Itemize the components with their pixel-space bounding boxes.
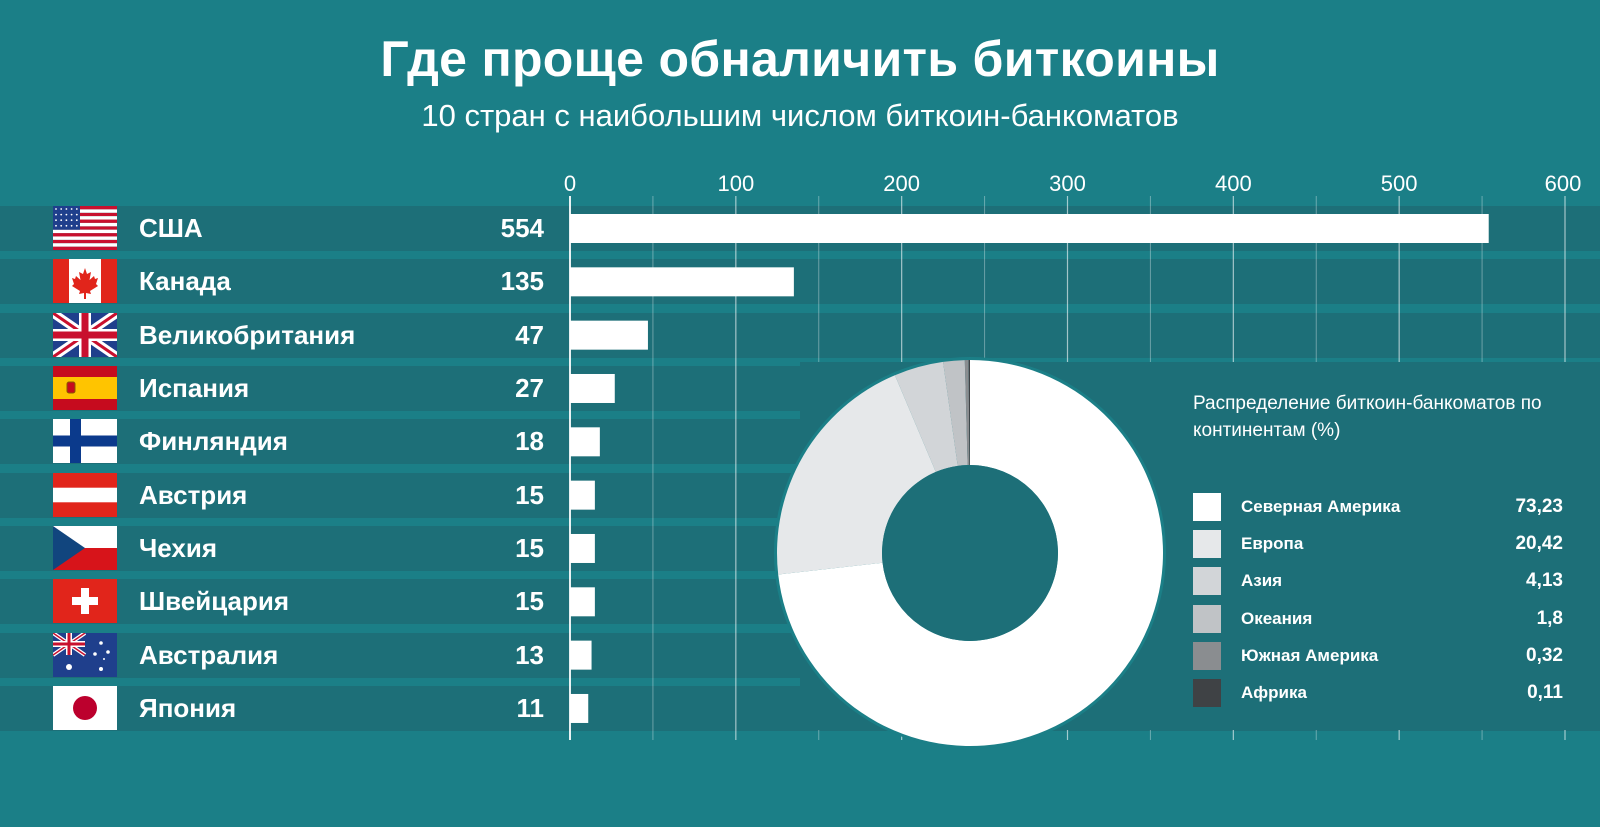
x-tick-label: 300 [1049, 171, 1086, 196]
x-tick-label: 200 [883, 171, 920, 196]
bar [570, 320, 648, 350]
chart-title: Где проще обналичить биткоины [380, 31, 1220, 87]
legend-item: Африка 0,11 [1193, 679, 1563, 707]
legend-swatch [1193, 604, 1221, 633]
data-label: 18 [515, 426, 544, 456]
data-label: 13 [515, 640, 544, 670]
row-band [0, 259, 1600, 304]
legend-swatch [1193, 530, 1221, 559]
donut-slice [776, 375, 936, 575]
country-label: Канада [139, 266, 231, 296]
bar [570, 267, 794, 297]
japan-flag-icon [53, 686, 117, 730]
country-label: Финляндия [139, 426, 288, 456]
bar [570, 427, 600, 457]
x-tick-label: 400 [1215, 171, 1252, 196]
legend-label: Северная Америка [1241, 497, 1401, 516]
legend-label: Африка [1241, 683, 1307, 702]
czech-flag-icon [53, 526, 117, 570]
donut-slice [943, 360, 968, 466]
donut-slice [964, 360, 970, 466]
donut-slice [968, 360, 970, 466]
bar [570, 533, 595, 563]
austria-flag-icon [53, 473, 117, 517]
switzerland-flag-icon [53, 579, 117, 623]
x-tick-label: 500 [1381, 171, 1418, 196]
bar [570, 373, 615, 403]
legend-value: 0,11 [1527, 682, 1563, 703]
finland-flag-icon [53, 419, 117, 463]
legend-value: 20,42 [1515, 533, 1563, 555]
data-label: 15 [515, 533, 544, 563]
legend-item: Южная Америка 0,32 [1193, 641, 1563, 670]
x-tick-label: 100 [717, 171, 754, 196]
data-label: 11 [516, 693, 545, 723]
legend-swatch [1193, 641, 1221, 670]
australia-flag-icon [53, 633, 117, 677]
bar [570, 480, 595, 510]
country-label: Япония [139, 693, 237, 723]
data-label: 15 [515, 480, 544, 510]
donut-hole [882, 465, 1058, 641]
legend-swatch [1193, 493, 1221, 521]
chart-subtitle: 10 стран с наибольшим числом биткоин-бан… [421, 98, 1179, 133]
country-label: Испания [139, 373, 250, 403]
us-flag-icon [53, 206, 117, 250]
donut-slice [778, 359, 1163, 746]
x-tick-label: 600 [1545, 171, 1582, 196]
country-label: США [139, 213, 203, 243]
legend-item: Европа 20,42 [1193, 530, 1563, 559]
data-label: 47 [515, 320, 544, 350]
bar [570, 693, 589, 723]
spain-flag-icon [53, 366, 117, 410]
bar [570, 640, 592, 670]
legend-item: Азия 4,13 [1193, 567, 1563, 596]
donut-legend-title: Распределение биткоин-банкоматов по конт… [1193, 393, 1542, 441]
legend-label: Южная Америка [1241, 645, 1379, 665]
legend-value: 0,32 [1526, 644, 1563, 666]
canada-flag-icon [53, 259, 117, 303]
data-label: 554 [500, 213, 544, 243]
legend-label: Азия [1241, 571, 1283, 591]
bar [570, 214, 1489, 243]
legend-label: Европа [1241, 534, 1304, 554]
data-label: 27 [515, 373, 544, 403]
legend-value: 4,13 [1526, 570, 1563, 592]
country-label: Великобритания [139, 320, 356, 350]
legend-value: 1,8 [1536, 607, 1563, 629]
legend-swatch [1193, 679, 1221, 707]
x-tick-label: 0 [564, 171, 576, 196]
bar [570, 587, 595, 617]
legend-item: Северная Америка 73,23 [1193, 493, 1563, 521]
row-band [0, 313, 1600, 358]
legend-label: Океания [1241, 608, 1313, 628]
country-label: Чехия [139, 533, 217, 563]
donut-slice [894, 361, 958, 472]
legend-value: 73,23 [1515, 496, 1563, 517]
country-label: Австрия [139, 480, 248, 510]
uk-flag-icon [53, 313, 117, 357]
legend-item: Океания 1,8 [1193, 604, 1563, 633]
data-label: 15 [515, 586, 544, 616]
country-label: Австралия [139, 640, 279, 670]
legend-swatch [1193, 567, 1221, 596]
country-label: Швейцария [139, 586, 290, 616]
data-label: 135 [500, 266, 544, 296]
